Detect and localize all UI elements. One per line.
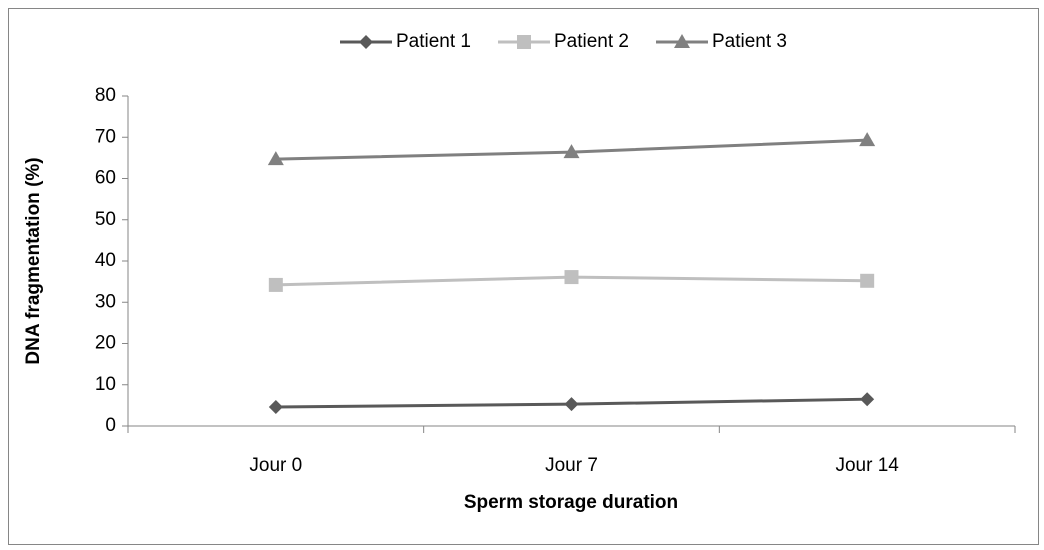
data-point — [267, 151, 284, 166]
data-point — [268, 277, 283, 292]
data-point — [563, 144, 580, 159]
x-tick-label: Jour 0 — [249, 455, 302, 476]
data-point — [564, 397, 579, 412]
legend-label: Patient 3 — [712, 31, 787, 52]
y-tick-label: 20 — [95, 333, 116, 354]
data-point — [860, 392, 875, 407]
x-tick-label: Jour 7 — [545, 455, 598, 476]
legend-label: Patient 1 — [396, 31, 471, 52]
data-point — [268, 400, 283, 415]
y-tick-label: 50 — [95, 209, 116, 230]
y-axis-label: DNA fragmentation (%) — [23, 157, 44, 364]
y-tick-label: 30 — [95, 291, 116, 312]
y-tick-label: 40 — [95, 250, 116, 271]
legend-marker — [674, 34, 690, 48]
legend-marker — [359, 35, 373, 49]
x-tick-label: Jour 14 — [835, 455, 899, 476]
y-tick-label: 80 — [95, 85, 116, 106]
legend-marker — [517, 35, 531, 49]
legend-label: Patient 2 — [554, 31, 629, 52]
data-point — [859, 132, 876, 147]
y-tick-label: 70 — [95, 126, 116, 147]
data-point — [860, 273, 875, 288]
data-point — [564, 270, 579, 285]
x-axis-label: Sperm storage duration — [464, 492, 678, 513]
y-tick-label: 0 — [105, 415, 116, 436]
y-tick-label: 10 — [95, 374, 116, 395]
y-tick-label: 60 — [95, 168, 116, 189]
